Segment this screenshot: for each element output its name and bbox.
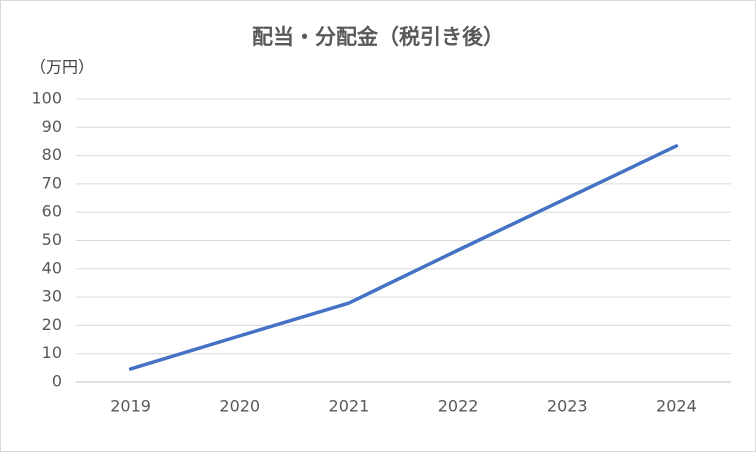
x-tick-label: 2024 (656, 397, 697, 416)
y-tick-label: 40 (42, 258, 62, 277)
data-line (128, 144, 679, 371)
x-tick-label: 2019 (110, 397, 151, 416)
y-tick-label: 70 (42, 173, 62, 192)
chart-title: 配当・分配金（税引き後） (252, 25, 504, 49)
y-tick-label: 60 (42, 202, 62, 221)
y-tick-label: 0 (52, 372, 62, 391)
y-tick-label: 80 (42, 145, 62, 164)
y-tick-label: 90 (42, 117, 62, 136)
y-tick-label: 10 (42, 343, 62, 362)
x-tick-label: 2021 (329, 397, 370, 416)
y-tick-label: 30 (42, 287, 62, 306)
x-tick-label: 2020 (219, 397, 260, 416)
x-tick-label: 2023 (547, 397, 588, 416)
y-tick-label: 20 (42, 315, 62, 334)
x-tick-label: 2022 (438, 397, 479, 416)
y-tick-label: 100 (31, 89, 62, 108)
y-axis-label: （万円） (30, 58, 94, 77)
y-tick-label: 50 (42, 230, 62, 249)
